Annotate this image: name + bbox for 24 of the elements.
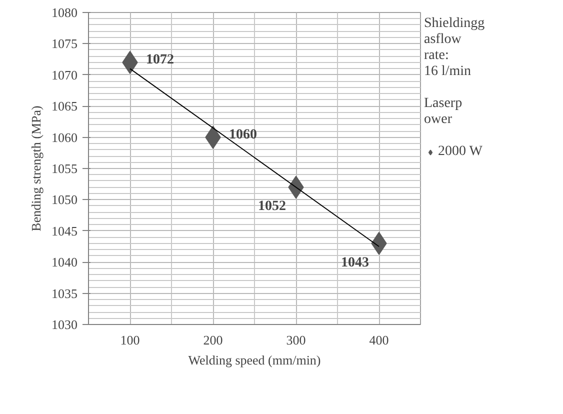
data-label: 1072 bbox=[146, 52, 174, 68]
y-tick-label: 1045 bbox=[52, 223, 78, 238]
x-tick-label: 400 bbox=[369, 332, 389, 348]
x-axis-title: Welding speed (mm/min) bbox=[188, 352, 321, 368]
y-tick-label: 1070 bbox=[52, 67, 78, 82]
x-tick-label: 200 bbox=[203, 332, 223, 348]
data-label: 1043 bbox=[341, 255, 369, 270]
legend-label: 2000 W bbox=[438, 144, 482, 160]
data-label: 1060 bbox=[229, 127, 257, 142]
y-tick-label: 1030 bbox=[52, 317, 78, 332]
y-tick-label: 1040 bbox=[52, 254, 78, 270]
y-tick-label: 1050 bbox=[52, 192, 78, 208]
y-tick-label: 1065 bbox=[52, 98, 78, 114]
y-tick-label: 1075 bbox=[52, 36, 78, 52]
y-tick-label: 1035 bbox=[52, 286, 78, 301]
y-axis-title: Bending strength (MPa) bbox=[28, 106, 44, 232]
y-tick-label: 1055 bbox=[52, 161, 78, 176]
y-tick-label: 1080 bbox=[52, 5, 78, 20]
text: Shieldingg asflow rate: 16 l/min bbox=[424, 16, 485, 79]
y-tick-label: 1060 bbox=[52, 130, 78, 145]
legend-title: Laserp ower bbox=[424, 96, 462, 127]
data-label: 1052 bbox=[258, 199, 286, 214]
x-tick-label: 300 bbox=[286, 332, 306, 348]
x-tick-label: 100 bbox=[120, 332, 140, 348]
